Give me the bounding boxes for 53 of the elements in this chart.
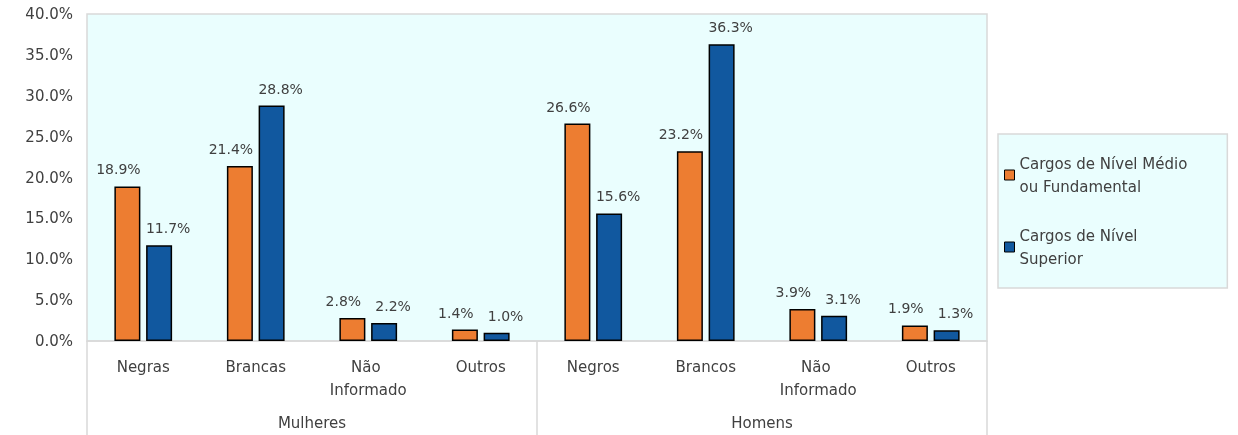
y-tick-label: 35.0% xyxy=(25,45,73,64)
data-label: 3.9% xyxy=(775,284,812,301)
y-tick-label: 40.0% xyxy=(25,5,73,23)
bar xyxy=(933,330,960,341)
data-label: 1.3% xyxy=(937,305,974,322)
y-tick-label: 20.0% xyxy=(25,168,73,187)
legend-label: Cargos de Nível Superior xyxy=(1019,226,1138,268)
bar xyxy=(114,186,141,341)
data-label: 2.8% xyxy=(325,293,362,310)
bar xyxy=(451,329,478,341)
bar xyxy=(821,315,848,341)
x-tick-label: Negras xyxy=(116,357,170,376)
y-tick-label: 10.0% xyxy=(25,250,73,269)
bar xyxy=(146,245,173,341)
y-tick-label: 5.0% xyxy=(34,291,73,310)
bar xyxy=(258,105,285,341)
legend-label: Cargos de Nível Médio ou Fundamental xyxy=(1019,154,1188,196)
data-label: 1.4% xyxy=(438,304,474,321)
y-tick-label: 25.0% xyxy=(25,127,73,146)
x-tick-label: Não Informado xyxy=(329,357,407,399)
data-label: 18.9% xyxy=(96,161,141,178)
bar xyxy=(676,151,703,341)
data-label: 1.0% xyxy=(487,307,524,324)
bar xyxy=(789,309,816,341)
x-tick-label: Negros xyxy=(566,357,620,376)
data-label: 1.9% xyxy=(888,300,924,317)
data-label: 23.2% xyxy=(658,126,704,143)
y-tick-label: 30.0% xyxy=(25,86,73,105)
data-label: 26.6% xyxy=(546,98,591,115)
y-tick-label: 0.0% xyxy=(34,332,73,350)
bar xyxy=(371,323,398,341)
x-tick-label: Outros xyxy=(455,357,506,376)
bar xyxy=(339,318,366,341)
x-tick-label: Brancos xyxy=(675,357,737,376)
data-label: 2.2% xyxy=(375,298,411,315)
data-label: 28.8% xyxy=(258,80,303,97)
text: Mulheres xyxy=(277,413,347,432)
data-label: 36.3% xyxy=(708,19,753,36)
x-tick-label: Outros xyxy=(905,357,956,376)
data-label: 11.7% xyxy=(145,220,191,237)
bar xyxy=(226,166,253,341)
bar xyxy=(708,44,735,341)
bar xyxy=(596,213,623,341)
x-tick-label: Brancas xyxy=(225,357,287,376)
data-label: 3.1% xyxy=(825,290,861,307)
data-label: 21.4% xyxy=(208,141,254,158)
text: Homens xyxy=(731,413,793,432)
x-tick-label: Não Informado xyxy=(779,357,857,399)
data-label: 15.6% xyxy=(595,188,641,205)
bar xyxy=(901,325,928,341)
bar xyxy=(483,332,510,341)
y-tick-label: 15.0% xyxy=(25,209,73,228)
bar xyxy=(564,123,591,341)
